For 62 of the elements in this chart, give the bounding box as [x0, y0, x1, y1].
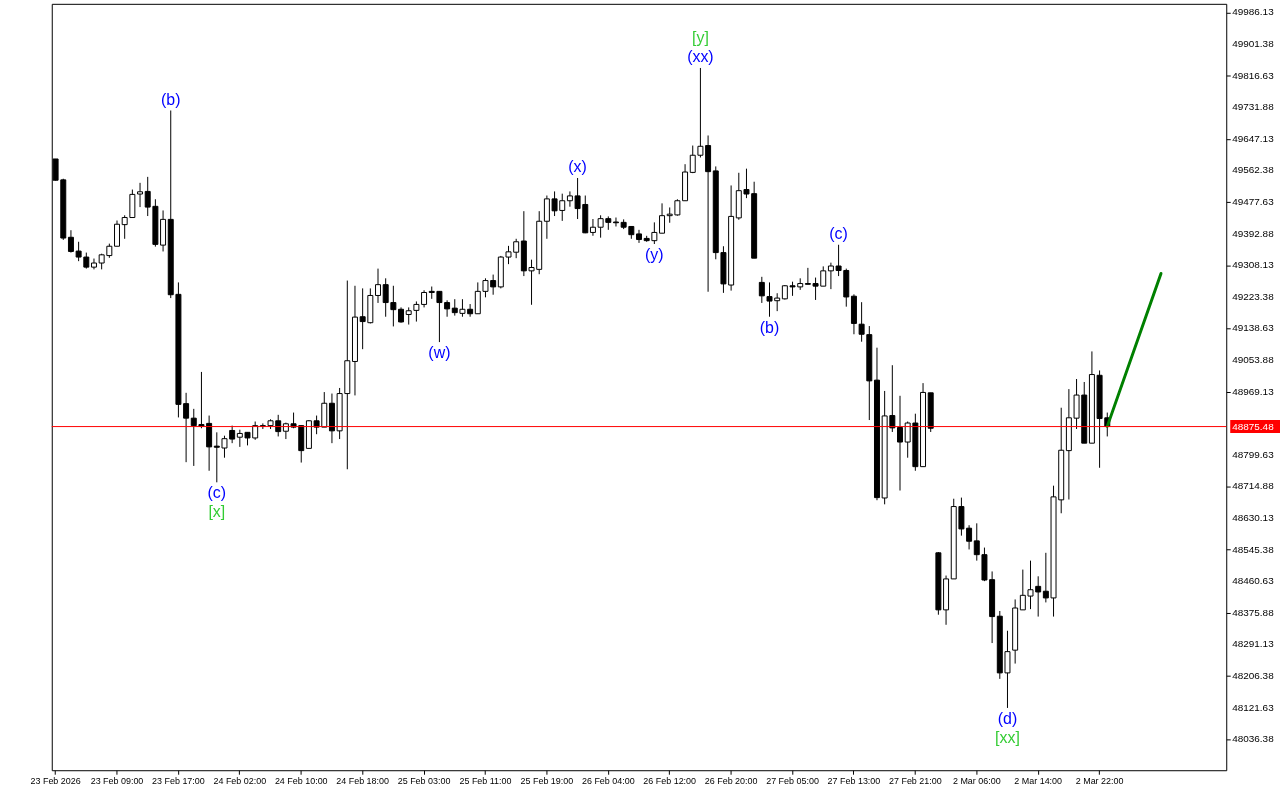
y-tick-label: 49053.88 [1232, 354, 1275, 366]
annotation: [y] [692, 29, 709, 47]
x-tick-label: 24 Feb 02:00 [213, 775, 267, 786]
candlestick [897, 395, 903, 492]
y-tick-label: 48375.88 [1232, 606, 1275, 618]
y-tick-label: 48969.13 [1232, 385, 1275, 397]
candlestick [137, 182, 144, 208]
candlestick [375, 268, 381, 304]
x-tick-label: 2 Mar 22:00 [1075, 775, 1124, 786]
y-tick-label: 49901.38 [1232, 37, 1275, 49]
candlestick [636, 229, 642, 244]
x-tick-label: 23 Feb 09:00 [90, 775, 144, 786]
y-tick-label: 48545.38 [1232, 543, 1275, 555]
x-tick-label: 25 Feb 19:00 [520, 775, 574, 786]
y-tick-label: 49562.38 [1232, 164, 1275, 176]
annotation: (w) [428, 344, 451, 362]
y-tick-label: 48291.13 [1232, 638, 1275, 650]
x-tick-label: 26 Feb 12:00 [643, 775, 697, 786]
y-tick-label: 49308.13 [1232, 259, 1275, 271]
y-tick-label: 49392.88 [1232, 227, 1275, 239]
x-tick-label: 23 Feb 2026 [30, 775, 81, 786]
y-tick-label: 49138.63 [1232, 322, 1275, 334]
annotation: (x) [568, 158, 587, 176]
x-tick-label: 25 Feb 11:00 [459, 775, 512, 786]
y-tick-label: 48036.38 [1232, 733, 1275, 745]
x-tick-label: 2 Mar 14:00 [1014, 775, 1063, 786]
x-tick-label: 26 Feb 04:00 [581, 775, 635, 786]
y-tick-label: 49731.88 [1232, 101, 1275, 113]
x-tick-label: 24 Feb 10:00 [274, 775, 328, 786]
x-tick-label: 26 Feb 20:00 [704, 775, 758, 786]
y-tick-label: 49647.13 [1232, 132, 1275, 144]
x-tick-label: 27 Feb 21:00 [889, 775, 942, 786]
x-tick-label: 25 Feb 03:00 [397, 775, 451, 786]
y-tick-label: 49816.63 [1232, 69, 1275, 81]
x-tick-label: 23 Feb 17:00 [152, 775, 205, 786]
y-tick-label: 48121.63 [1232, 701, 1275, 713]
annotation: [xx] [995, 728, 1020, 746]
y-tick-label: 48206.38 [1232, 670, 1275, 682]
candlestick [659, 202, 666, 234]
y-tick-label: 49223.38 [1232, 290, 1275, 302]
x-tick-label: 24 Feb 18:00 [336, 775, 390, 786]
y-tick-label: 48714.88 [1232, 480, 1275, 492]
x-tick-label: 27 Feb 05:00 [766, 775, 819, 786]
annotation: (d) [997, 709, 1018, 727]
ref-line-label: 48875.48 [1232, 420, 1275, 432]
annotation: (xx) [687, 48, 714, 65]
candlestick [758, 276, 765, 304]
candlestick [114, 220, 120, 247]
x-tick-label: 2 Mar 06:00 [952, 775, 1001, 786]
y-tick-label: 48460.63 [1232, 575, 1275, 587]
y-tick-label: 48799.63 [1232, 448, 1275, 460]
y-tick-label: 49477.63 [1232, 195, 1275, 207]
y-tick-label: 49986.13 [1232, 6, 1275, 18]
candlestick [612, 217, 619, 227]
annotation: [x] [208, 503, 226, 521]
y-tick-label: 48630.13 [1232, 512, 1275, 524]
annotation: (b) [759, 318, 780, 336]
annotation: (b) [161, 90, 181, 108]
annotation: (y) [645, 245, 664, 263]
annotation: (c) [207, 484, 227, 502]
annotation: (c) [829, 224, 848, 242]
x-tick-label: 27 Feb 13:00 [827, 775, 881, 786]
